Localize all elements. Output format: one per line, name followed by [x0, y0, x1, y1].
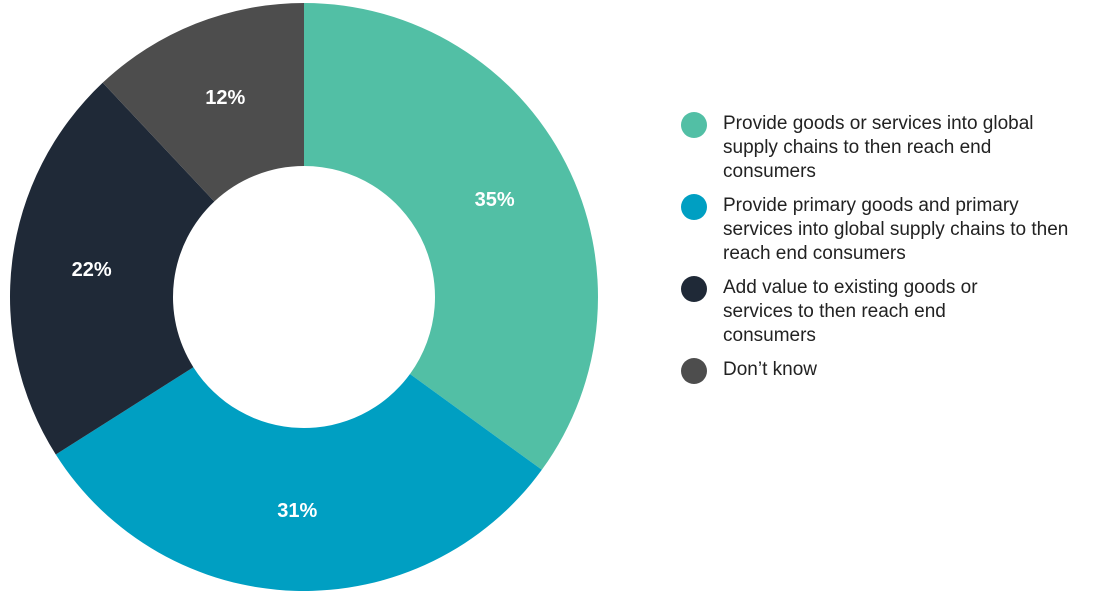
slice-value-label: 35%	[475, 189, 515, 211]
legend-label: Add value to existing goods or services …	[723, 277, 978, 346]
donut-slice	[304, 3, 598, 470]
legend-item: Don’t know	[681, 358, 1111, 384]
donut-slice-labels: 35% 31% 22% 12%	[72, 87, 515, 522]
legend-label: Don’t know	[723, 359, 817, 380]
legend-swatch	[681, 112, 707, 138]
legend-item: Provide primary goods and primary servic…	[681, 194, 1111, 266]
slice-value-label: 31%	[277, 500, 317, 522]
legend-item: Provide goods or services into global su…	[681, 112, 1111, 184]
legend-label: Provide goods or services into global su…	[723, 113, 1034, 182]
donut-slice	[55, 367, 542, 591]
donut-slice	[9, 82, 215, 455]
slice-value-label: 12%	[205, 87, 245, 109]
legend-label: Provide primary goods and primary servic…	[723, 195, 1069, 264]
legend-item: Add value to existing goods or services …	[681, 276, 1111, 348]
legend-swatch	[681, 358, 707, 384]
donut-chart: 35% 31% 22% 12%	[9, 3, 598, 591]
legend-swatch	[681, 194, 707, 220]
legend-swatch	[681, 276, 707, 302]
donut-slice	[102, 3, 304, 202]
legend: Provide goods or services into global su…	[681, 112, 1111, 394]
donut-slices	[9, 3, 598, 591]
slice-value-label: 22%	[72, 259, 112, 281]
